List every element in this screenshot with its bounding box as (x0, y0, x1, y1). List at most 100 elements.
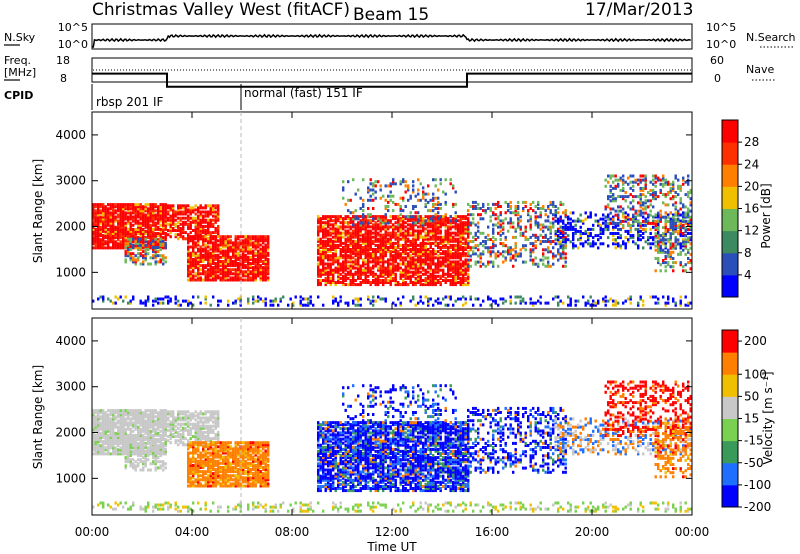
power-cell (177, 224, 180, 228)
beam-label: Beam 15 (353, 5, 429, 25)
power-cell (457, 225, 460, 229)
power-cell (164, 207, 167, 211)
power-cell (339, 268, 342, 272)
power-cell (444, 219, 447, 223)
power-cell (504, 256, 507, 260)
power-cell (457, 266, 460, 270)
power-cell (164, 213, 167, 217)
power-cell (329, 264, 332, 268)
power-cell (617, 223, 620, 227)
power-cell (394, 217, 397, 221)
power-cell (579, 236, 582, 240)
power-cell (404, 217, 407, 221)
power-cell (319, 256, 322, 260)
power-cell (232, 249, 235, 253)
power-cell (214, 235, 217, 239)
power-cell (549, 211, 552, 215)
freq-panel-frame (91, 57, 693, 83)
power-cell (234, 255, 237, 259)
power-cell (502, 242, 505, 246)
power-cell (339, 254, 342, 258)
power-cell (332, 268, 335, 272)
power-cell (344, 250, 347, 254)
power-cell (144, 221, 147, 225)
power-cell (374, 283, 377, 287)
power-cell (439, 248, 442, 251)
power-cell (499, 252, 502, 256)
power-cell (457, 215, 460, 219)
power-cell (684, 228, 687, 232)
power-cell (317, 239, 320, 243)
power-cell (364, 223, 367, 227)
power-cell (514, 227, 517, 231)
power-cell (537, 202, 540, 206)
power-cell (354, 192, 357, 196)
power-cell (369, 252, 372, 256)
power-cell (479, 264, 482, 268)
power-cell (94, 246, 97, 250)
power-cell (437, 227, 440, 231)
power-cell (359, 229, 362, 233)
power-cell (92, 232, 95, 235)
power-cell (449, 250, 452, 254)
power-cell (402, 250, 405, 254)
power-cell (502, 260, 505, 264)
power-cell (342, 256, 345, 260)
power-cell (467, 254, 470, 258)
power-cell (324, 272, 327, 276)
power-cell (437, 281, 440, 284)
power-cell (257, 270, 260, 274)
power-cell (657, 248, 660, 252)
power-cell (434, 276, 437, 280)
power-cell (449, 279, 452, 282)
power-cell (404, 248, 407, 251)
power-cell (432, 198, 435, 202)
power-cell (674, 217, 677, 221)
power-cell (212, 218, 215, 222)
power-cell (102, 238, 105, 242)
power-cell (422, 279, 425, 282)
power-cell (147, 244, 150, 248)
power-cell (164, 217, 167, 221)
power-cell (522, 231, 525, 235)
power-cell (437, 225, 440, 229)
power-cell (639, 221, 642, 225)
power-cell (227, 245, 230, 249)
power-cell (322, 239, 325, 243)
power-cell (554, 213, 557, 217)
power-cell (464, 260, 467, 264)
power-cell (244, 237, 247, 241)
power-cell (112, 240, 115, 244)
power-cell (349, 268, 352, 272)
power-cell (632, 174, 635, 178)
power-cell (329, 241, 332, 245)
power-cell (249, 276, 252, 280)
power-cell (422, 248, 425, 251)
power-cell (229, 257, 232, 261)
power-cell (442, 297, 445, 301)
power-cell (149, 227, 152, 231)
power-cell (629, 186, 632, 190)
power-cell (217, 262, 220, 265)
power-cell (432, 229, 435, 233)
power-cell (189, 224, 192, 228)
power-cell (687, 257, 690, 260)
power-cell (359, 264, 362, 268)
power-cell (392, 279, 395, 282)
power-cell (529, 248, 532, 252)
power-cell (362, 202, 365, 206)
power-cell (434, 252, 437, 256)
power-cell (534, 256, 537, 260)
power-cell (234, 260, 237, 263)
power-cell (167, 301, 170, 305)
power-cell (197, 253, 200, 257)
power-cell (252, 270, 255, 274)
power-cell (537, 200, 540, 204)
power-cell (372, 270, 375, 274)
power-cell (369, 194, 372, 198)
power-cell (112, 211, 115, 215)
power-cell (137, 243, 140, 247)
power-cell (519, 233, 522, 237)
power-cell (657, 261, 660, 265)
power-cell (172, 210, 175, 214)
